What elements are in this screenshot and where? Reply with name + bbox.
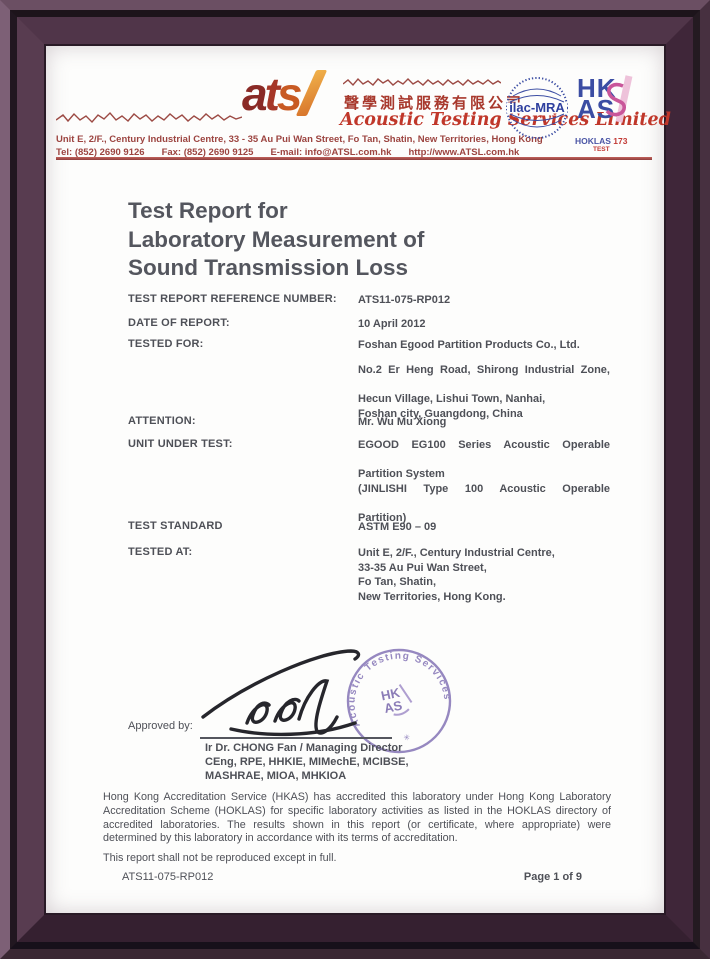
field-value: Mr. Wu Mu Xiong [358,416,447,428]
field-label: TESTED FOR: [128,338,204,350]
field-value: No.2 Er Heng Road, Shirong Industrial Zo… [358,363,610,421]
waveform-icon [56,111,242,124]
letterhead: ats 聲學測試服務有限公司 Acoustic Testing Services… [46,46,671,166]
atsl-logo: ats [242,68,327,120]
reproduction-note: This report shall not be reproduced exce… [103,852,337,864]
waveform-icon [343,77,501,87]
header-divider [56,157,652,160]
hoklas-number: 173 [613,136,628,146]
logo-letter-a: a [242,68,268,120]
address-line: Foshan city, Guangdong, China [358,407,523,420]
picture-frame-inner: ats 聲學測試服務有限公司 Acoustic Testing Services… [17,17,693,942]
tel-label: Tel: (852) 2690 9126 [56,146,145,158]
ilac-mra-logo-icon: ilac-MRA [506,77,568,139]
logo-letter-t: t [264,68,280,120]
field-value: ATS11-075-RP012 [358,294,451,306]
report-page: ats 聲學測試服務有限公司 Acoustic Testing Services… [46,46,671,913]
hkas-ribbon-icon [605,75,633,123]
approver-details: Ir Dr. CHONG Fan / Managing Director CEn… [205,741,409,783]
page-number: Page 1 of 9 [523,871,582,883]
approver-name: Ir Dr. CHONG Fan / Managing Director [205,742,403,754]
company-name-english: Acoustic Testing Services Limited [340,110,671,130]
company-address: Unit E, 2/F., Century Industrial Centre,… [56,134,543,145]
field-value: ASTM E90 – 09 [358,521,437,533]
field-label: TEST STANDARD [128,520,223,532]
signature-line [200,737,392,739]
field-label: TEST REPORT REFERENCE NUMBER: [128,293,337,305]
title-line-1: Test Report for [128,198,288,223]
hkas-letters-bottom: AS [577,94,616,125]
ilac-mra-label: ilac-MRA [509,100,565,115]
picture-frame-black-band: ats 聲學測試服務有限公司 Acoustic Testing Services… [10,10,700,949]
report-title: Test Report for Laboratory Measurement o… [128,197,424,283]
value-line: Unit E, 2/F., Century Industrial Centre, [358,547,555,559]
value-line: Partition System [358,468,445,480]
footer-reference-number: ATS11-075-RP012 [122,871,214,883]
address-line: No.2 Er Heng Road, Shirong Industrial Zo… [358,364,610,376]
field-value: Foshan Egood Partition Products Co., Ltd… [358,339,580,351]
title-line-2: Laboratory Measurement of [128,226,425,252]
website-label: http://www.ATSL.com.hk [408,146,520,158]
accreditation-statement: Hong Kong Accreditation Service (HKAS) h… [103,791,611,845]
hoklas-label: HOKLAS 173 [575,136,628,146]
hoklas-test-label: TEST [593,146,610,153]
value-line: (JINLISHI Type 100 Acoustic Operable [358,482,610,495]
stamp-inner-hk: HK [380,685,402,704]
footer-row: Page 1 of 9 ATS11-075-RP012 [122,871,582,883]
field-label: ATTENTION: [128,415,196,427]
title-line-3: Sound Transmission Loss [128,255,409,280]
field-label: TESTED AT: [128,546,193,558]
fax-label: Fax: (852) 2690 9125 [161,146,254,158]
approver-credentials-1: CEng, RPE, HHKIE, MIMechE, MCIBSE, [205,756,409,768]
field-label: DATE OF REPORT: [128,317,230,329]
stamp-inner-as: AS [383,698,404,716]
value-line: Fo Tan, Shatin, [358,576,437,588]
value-line: EGOOD EG100 Series Acoustic Operable [358,439,610,451]
company-contact-line: Tel: (852) 2690 9126 Fax: (852) 2690 9125… [56,147,536,158]
stamp-star-icon: ✳ [403,733,412,743]
field-value: 10 April 2012 [358,318,426,330]
approved-by-label: Approved by: [128,720,193,732]
value-line: Partition) [358,511,407,524]
field-label: UNIT UNDER TEST: [128,438,233,450]
value-line: 33-35 Au Pui Wan Street, [358,561,487,574]
address-line: Hecun Village, Lishui Town, Nanhai, [358,393,546,405]
signature-icon [201,649,361,737]
company-name-chinese: 聲學測試服務有限公司 [344,95,525,112]
value-line: New Territories, Hong Kong. [358,590,506,603]
field-value: EGOOD EG100 Series Acoustic Operable Par… [358,438,610,525]
email-label: E-mail: info@ATSL.com.hk [270,146,392,158]
hkas-logo: HK AS HOKLAS 173 TEST [575,75,647,153]
approver-credentials-2: MASHRAE, MIOA, MHKIOA [205,770,347,782]
picture-frame-edge: ats 聲學測試服務有限公司 Acoustic Testing Services… [44,44,671,915]
field-value: Unit E, 2/F., Century Industrial Centre,… [358,546,610,604]
